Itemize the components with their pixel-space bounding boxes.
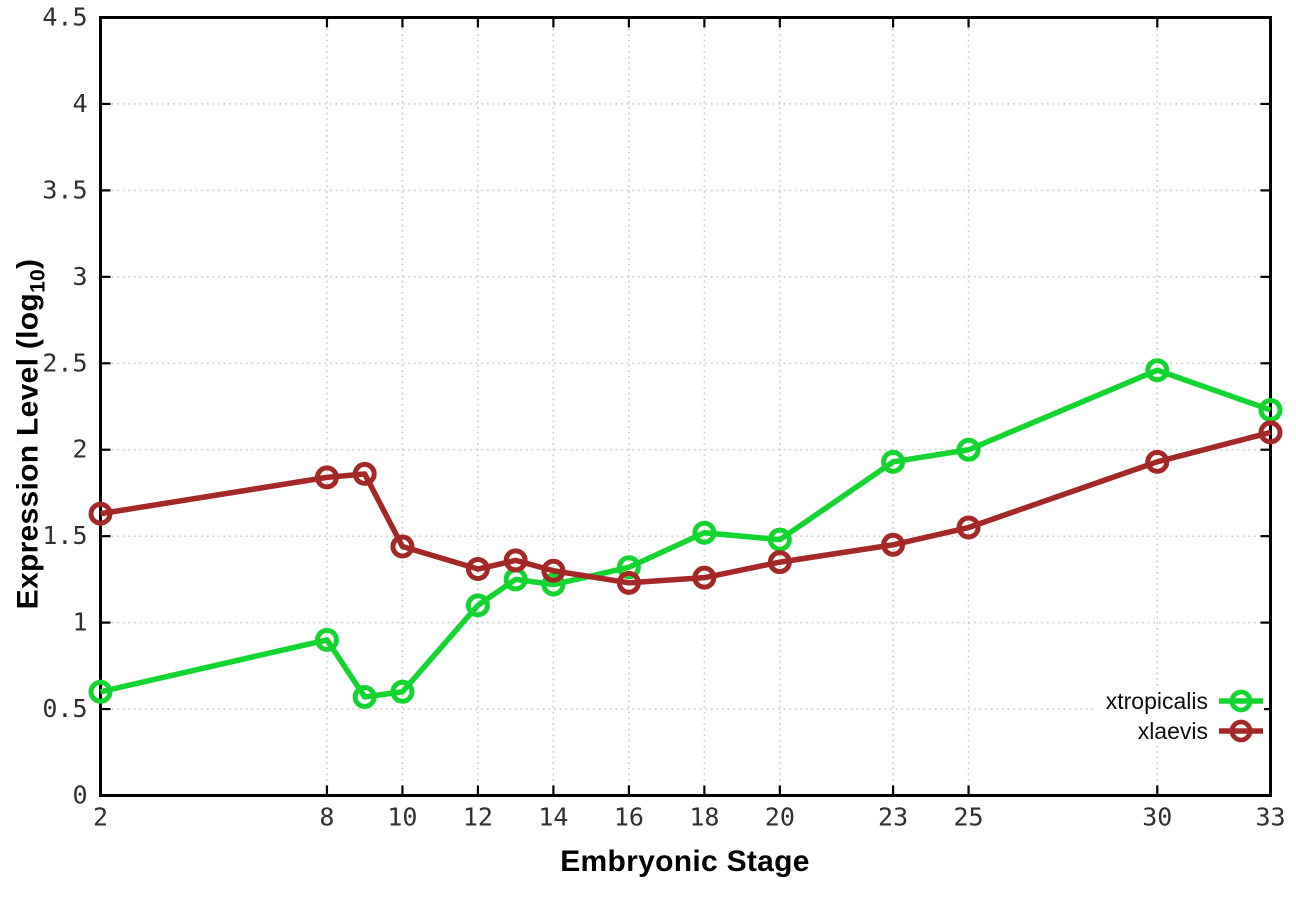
legend-label-xlaevis: xlaevis [1137,717,1208,744]
svg-text:18: 18 [689,803,719,832]
legend-item-xtropicalis: xtropicalis [1106,686,1264,716]
y-axis-title: Expression Level (log10) [12,259,51,610]
svg-text:1: 1 [72,608,87,637]
svg-text:3: 3 [72,262,87,291]
svg-text:4: 4 [72,89,87,118]
y-axis-title-subscript: 10 [26,268,50,293]
svg-text:33: 33 [1255,803,1285,832]
tick-labels: 0 0.5 1 1.5 2 2.5 3 3.5 4 4.5 2 8 10 12 14 16 18 20 23 25 30… [42,3,1285,832]
y-axis-title-suffix: ) [11,258,45,269]
svg-text:14: 14 [538,803,568,832]
svg-text:4.5: 4.5 [42,3,87,32]
svg-text:20: 20 [765,803,795,832]
svg-text:2.5: 2.5 [42,348,87,377]
legend: xtropicalis xlaevis [1095,686,1264,746]
svg-text:0: 0 [72,781,87,810]
svg-text:2: 2 [93,803,108,832]
svg-text:2: 2 [72,435,87,464]
y-axis-title-text: Expression Level (log [11,292,45,610]
svg-text:8: 8 [319,803,334,832]
legend-item-xlaevis: xlaevis [1106,716,1264,746]
svg-text:25: 25 [954,803,984,832]
svg-text:16: 16 [614,803,644,832]
svg-text:1.5: 1.5 [42,521,87,550]
plot-border [99,16,1272,797]
series-xlaevis [88,420,1283,595]
svg-text:10: 10 [387,803,417,832]
svg-text:23: 23 [878,803,908,832]
line-marker-sample-icon [1219,719,1263,743]
svg-text:30: 30 [1142,803,1172,832]
line-marker-sample-icon [1219,689,1263,713]
x-axis-title: Embryonic Stage [560,845,810,878]
gridlines [100,17,1271,796]
svg-text:12: 12 [463,803,493,832]
series-xtropicalis [88,358,1283,709]
tick-marks [99,16,1272,797]
svg-text:0.5: 0.5 [42,694,87,723]
svg-text:3.5: 3.5 [42,175,87,204]
legend-label-xtropicalis: xtropicalis [1105,687,1208,714]
